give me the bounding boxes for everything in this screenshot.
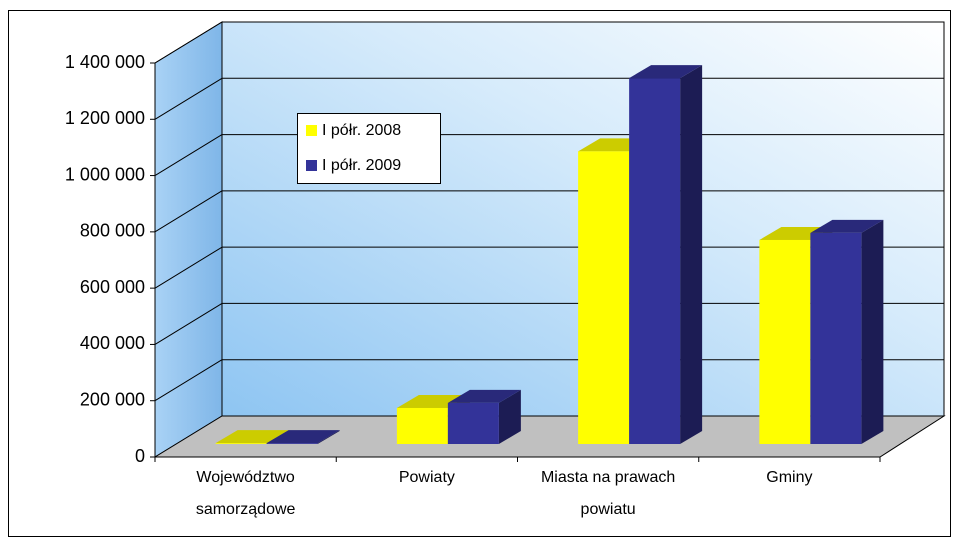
grid-line-side bbox=[154, 246, 223, 289]
y-tick-label: 200 000 bbox=[80, 389, 145, 409]
bar-side bbox=[680, 65, 703, 445]
y-tick-label: 600 000 bbox=[80, 277, 145, 297]
x-tick-label: Powiaty bbox=[398, 469, 455, 486]
bar bbox=[447, 389, 521, 444]
y-tick-label: 1 400 000 bbox=[65, 52, 145, 72]
bar-front bbox=[215, 443, 267, 444]
y-tick-label: 1 000 000 bbox=[65, 164, 145, 184]
legend-label: I półr. 2009 bbox=[322, 157, 401, 174]
y-tick-label: 1 200 000 bbox=[65, 108, 145, 128]
x-tick-label: Gminy bbox=[766, 469, 813, 486]
bar bbox=[629, 65, 703, 445]
x-tick-label: Miasta na prawach powiatu bbox=[540, 469, 676, 518]
y-tick-label: 400 000 bbox=[80, 333, 145, 353]
grid-line-side bbox=[154, 190, 223, 233]
y-tick-label: 0 bbox=[135, 446, 145, 466]
legend-swatch bbox=[306, 125, 317, 136]
bar-top bbox=[215, 430, 289, 444]
bar bbox=[266, 430, 340, 444]
legend-box bbox=[297, 113, 441, 184]
grid-line-side bbox=[154, 21, 223, 64]
bar-side bbox=[498, 389, 521, 444]
bar-front bbox=[447, 402, 499, 444]
bar-top bbox=[266, 430, 340, 444]
grid-line-side bbox=[154, 77, 223, 120]
x-tick-label: Województwo samorządowe bbox=[195, 469, 296, 518]
legend-label: I półr. 2008 bbox=[322, 122, 401, 139]
bar-front bbox=[578, 151, 630, 445]
bar-top bbox=[810, 219, 884, 233]
bar bbox=[810, 219, 884, 444]
bar-front bbox=[266, 443, 318, 444]
grid-line-side bbox=[154, 303, 223, 345]
chart-border bbox=[8, 10, 951, 537]
legend-swatch bbox=[306, 160, 317, 171]
bar-top bbox=[629, 65, 703, 79]
bar-side bbox=[861, 219, 884, 444]
bar-front bbox=[810, 232, 862, 444]
bar-side bbox=[317, 430, 340, 444]
bar-front bbox=[759, 239, 811, 444]
bar-front bbox=[629, 78, 681, 445]
y-tick-label: 800 000 bbox=[80, 221, 145, 241]
side-wall bbox=[154, 21, 223, 458]
bar-top bbox=[447, 389, 521, 403]
bar-front bbox=[396, 407, 448, 444]
grid-line-side bbox=[154, 359, 223, 402]
grid-line-side bbox=[154, 134, 223, 176]
